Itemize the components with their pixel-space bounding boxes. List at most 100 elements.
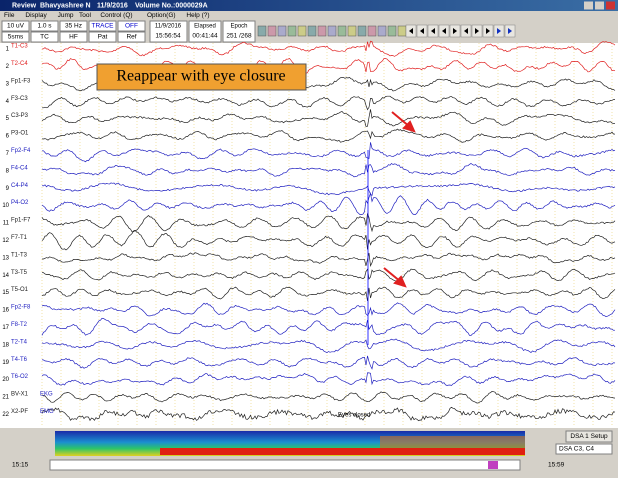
timeline-thumb[interactable] [488,461,498,469]
tool-icon[interactable] [377,25,387,37]
epoch-box [222,20,256,43]
dsa-setup-button[interactable] [565,430,613,443]
eeg-trace [41,229,616,251]
channel-label: F4-C4 [11,165,28,171]
channel-number: 9 [6,186,10,192]
eeg-area [0,43,618,428]
setting-button[interactable] [117,20,146,32]
eeg-trace [41,40,616,57]
menu-item[interactable]: Control (Q) [100,12,132,19]
callout-box [96,63,307,91]
setting-name: TC [40,34,49,41]
channel-number: 15 [2,290,9,296]
title-bar [0,0,618,11]
tool-icon[interactable] [347,25,357,37]
spectrogram-band [160,448,525,455]
menu-item[interactable]: Tool [79,12,91,19]
eeg-trace [41,286,616,302]
tool-icon[interactable] [337,25,347,37]
setting-name: Ref [126,34,136,41]
menu-item[interactable]: File [4,12,15,19]
setting-button[interactable] [30,20,59,32]
minimize-button[interactable] [584,1,593,10]
channel-number: 22 [2,412,9,418]
channel-label: T3-T5 [11,270,28,276]
spectrogram-band [380,436,525,448]
channel-label: C3-P3 [11,113,29,119]
channel-label: T1-C3 [11,44,28,50]
tool-icon[interactable] [267,25,277,37]
nav-glyph [464,28,468,34]
setting-button[interactable] [30,31,59,43]
dsa-montage-select[interactable] [555,443,613,455]
eeg-trace [41,268,616,282]
channel-number: 13 [2,255,9,261]
setting-button[interactable] [117,31,146,43]
channel-number: 11 [3,221,10,227]
menu-item[interactable]: Option(G) [147,12,176,19]
record-date: 11/9/2016 [97,2,128,9]
tool-icon[interactable] [257,25,267,37]
tool-icon[interactable] [307,25,317,37]
setting-button[interactable] [88,20,117,32]
nav-glyph [453,28,457,34]
epoch-label: Epoch [230,24,247,30]
menu-item[interactable]: Jump [58,12,74,19]
nav-glyph [486,28,490,34]
eeg-trace [42,142,616,163]
tool-icon[interactable] [387,25,397,37]
tool-icon[interactable] [277,25,287,37]
nav-glyph [420,28,424,34]
close-button[interactable] [606,1,615,10]
epoch-value: 251 /268 [226,33,252,40]
eeg-trace [41,302,616,317]
channel-number: 6 [6,134,10,140]
channel-number: 17 [2,325,9,331]
channel-label: T2-T4 [11,339,28,345]
clock-time: 15:56:54 [155,33,181,40]
timeline-slider[interactable] [49,459,521,471]
eeg-trace [41,391,616,404]
tool-icon[interactable] [367,25,377,37]
eeg-trace [41,162,616,178]
timeline-end: 15:59 [548,462,565,469]
patient-name: Bhavyashree N [40,2,91,9]
clock-box [149,20,188,43]
channel-label: BV-X1 [11,392,29,398]
channel-number: 16 [2,308,9,314]
eeg-trace [41,182,616,197]
channel-label: T4-T6 [11,357,28,363]
nav-glyph [475,28,479,34]
maximize-button[interactable] [595,1,604,10]
eeg-trace [41,372,616,386]
channel-label: F7-T1 [11,235,28,241]
setting-button[interactable] [59,20,88,32]
channel-label: Fp2-F4 [11,148,31,154]
setting-value: 35 Hz [65,23,82,30]
tool-icon[interactable] [397,25,407,37]
event-label: Eyes closed [338,413,370,419]
tool-icon[interactable] [297,25,307,37]
tool-icon[interactable] [287,25,297,37]
tool-icon[interactable] [317,25,327,37]
channel-number: 8 [6,168,10,174]
channel-number: 4 [6,99,10,105]
channel-number: 20 [2,377,9,383]
setting-button[interactable] [1,20,30,32]
tool-icon[interactable] [327,25,337,37]
menu-item[interactable]: Help (?) [186,12,209,19]
setting-button[interactable] [1,31,30,43]
clock-date: 11/9/2016 [155,24,182,30]
eeg-trace [41,213,616,233]
dsa-setup-label: DSA 1 Setup [570,433,608,440]
channel-number: 2 [6,64,10,70]
menu-item[interactable]: Display [25,12,47,19]
setting-button[interactable] [59,31,88,43]
channel-number: 18 [2,342,9,348]
channel-number: 21 [2,395,9,401]
nav-glyph [431,28,435,34]
eeg-trace [41,109,616,127]
tool-icon[interactable] [357,25,367,37]
eeg-trace [41,191,616,215]
setting-button[interactable] [88,31,117,43]
